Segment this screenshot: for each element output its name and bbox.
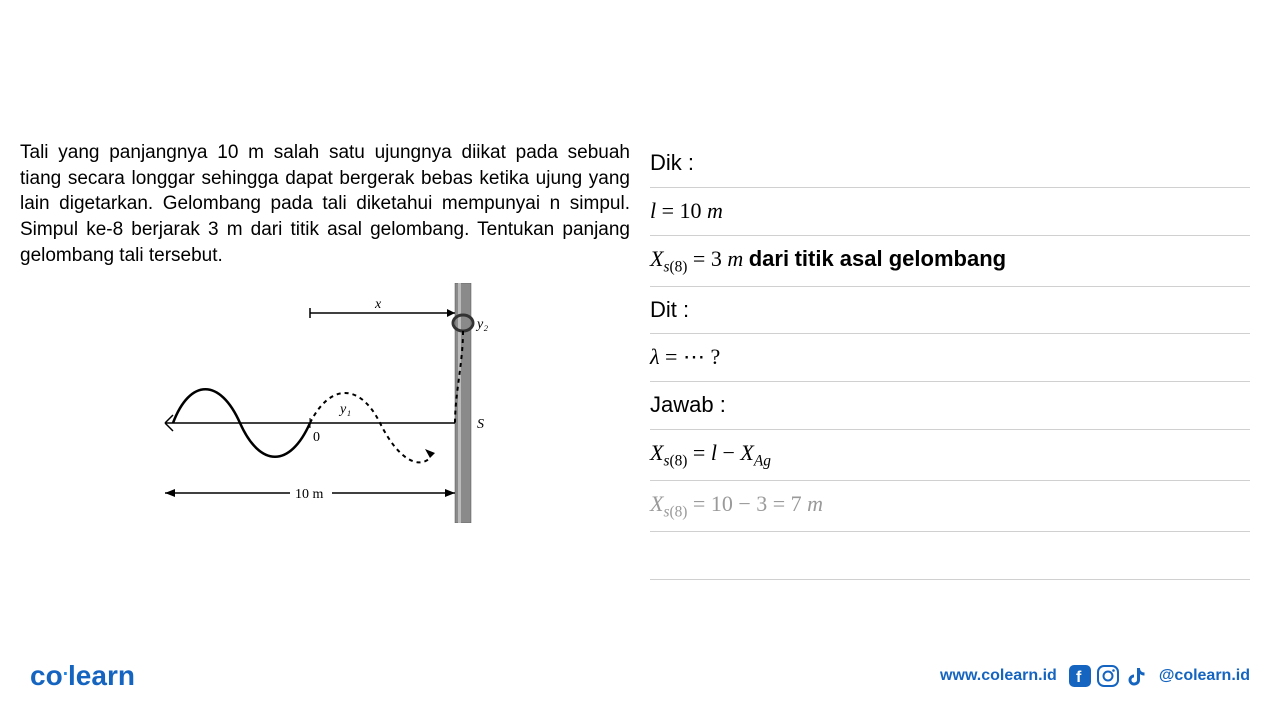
dik-header: Dik :	[650, 140, 1250, 188]
jawab-header: Jawab :	[650, 382, 1250, 430]
formula-xs8: Xs(8) = l − XAg	[650, 430, 1250, 481]
solution-work: Dik : l = 10 m Xs(8) = 3 m dari titik as…	[650, 140, 1250, 580]
problem-text: Tali yang panjangnya 10 m salah satu uju…	[20, 140, 630, 268]
colearn-logo: co·learn	[30, 660, 135, 692]
calc-xs8: Xs(8) = 10 − 3 = 7 m	[650, 481, 1250, 532]
instagram-icon	[1097, 665, 1119, 687]
svg-text:f: f	[1076, 669, 1082, 686]
given-length: l = 10 m	[650, 188, 1250, 236]
footer-handle: @colearn.id	[1159, 667, 1250, 685]
asked-lambda: λ = ⋯ ?	[650, 334, 1250, 382]
wave-diagram: x y₂ 0 y₁ S	[20, 283, 630, 523]
tiktok-icon	[1125, 665, 1147, 687]
x-label: x	[374, 297, 382, 312]
facebook-icon: f	[1069, 665, 1091, 687]
blank-line	[650, 532, 1250, 580]
length-label: 10 m	[295, 487, 324, 502]
dit-header: Dit :	[650, 287, 1250, 335]
origin-label: 0	[313, 430, 320, 445]
s-label: S	[477, 417, 484, 432]
given-xs8: Xs(8) = 3 m dari titik asal gelombang	[650, 236, 1250, 287]
y2-label: y₂	[475, 317, 488, 332]
y1-label: y₁	[338, 402, 351, 417]
footer-url: www.colearn.id	[940, 667, 1057, 685]
